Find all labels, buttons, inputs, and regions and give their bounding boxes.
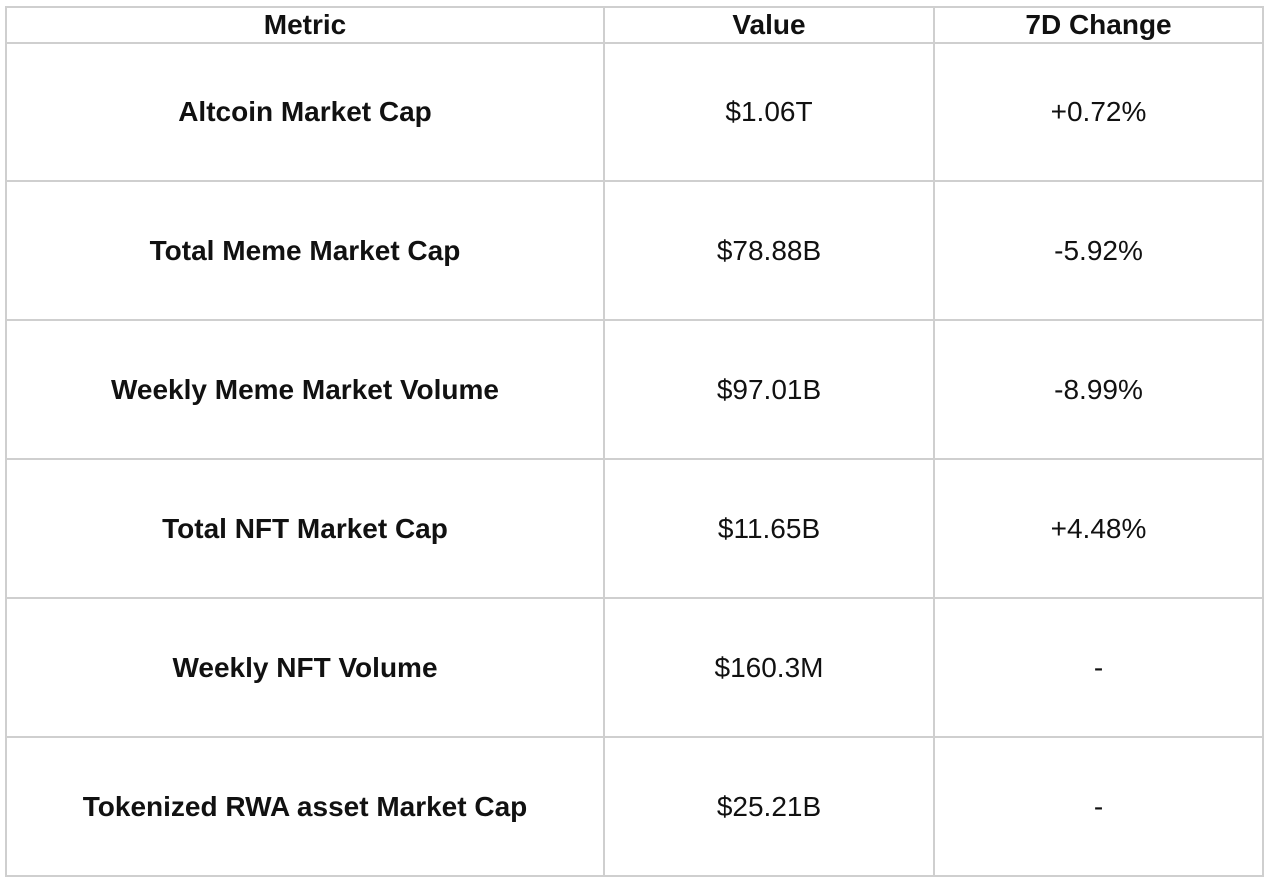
metric-value: $160.3M	[603, 597, 935, 739]
metric-change: -	[933, 736, 1264, 877]
table-row: Altcoin Market Cap $1.06T +0.72%	[5, 41, 1264, 183]
metric-label: Weekly NFT Volume	[5, 597, 605, 739]
metric-value: $25.21B	[603, 736, 935, 877]
metric-label: Altcoin Market Cap	[5, 41, 605, 183]
metric-change: +4.48%	[933, 458, 1264, 600]
column-header-value: Value	[603, 6, 935, 44]
table-row: Total NFT Market Cap $11.65B +4.48%	[5, 458, 1264, 600]
metric-value: $11.65B	[603, 458, 935, 600]
table-row: Weekly Meme Market Volume $97.01B -8.99%	[5, 319, 1264, 461]
metric-label: Weekly Meme Market Volume	[5, 319, 605, 461]
table-row: Weekly NFT Volume $160.3M -	[5, 597, 1264, 739]
metric-value: $97.01B	[603, 319, 935, 461]
table-body: Altcoin Market Cap $1.06T +0.72% Total M…	[5, 41, 1264, 877]
column-header-7d-change: 7D Change	[933, 6, 1264, 44]
metric-label: Total Meme Market Cap	[5, 180, 605, 322]
column-header-metric: Metric	[5, 6, 605, 44]
crypto-metrics-table: Metric Value 7D Change Altcoin Market Ca…	[5, 6, 1264, 877]
table-row: Tokenized RWA asset Market Cap $25.21B -	[5, 736, 1264, 877]
table-row: Total Meme Market Cap $78.88B -5.92%	[5, 180, 1264, 322]
metric-value: $78.88B	[603, 180, 935, 322]
metric-change: -	[933, 597, 1264, 739]
metric-change: -8.99%	[933, 319, 1264, 461]
table-header: Metric Value 7D Change	[5, 6, 1264, 44]
header-row: Metric Value 7D Change	[5, 6, 1264, 44]
metric-label: Tokenized RWA asset Market Cap	[5, 736, 605, 877]
metric-value: $1.06T	[603, 41, 935, 183]
metric-change: +0.72%	[933, 41, 1264, 183]
metric-label: Total NFT Market Cap	[5, 458, 605, 600]
metric-change: -5.92%	[933, 180, 1264, 322]
